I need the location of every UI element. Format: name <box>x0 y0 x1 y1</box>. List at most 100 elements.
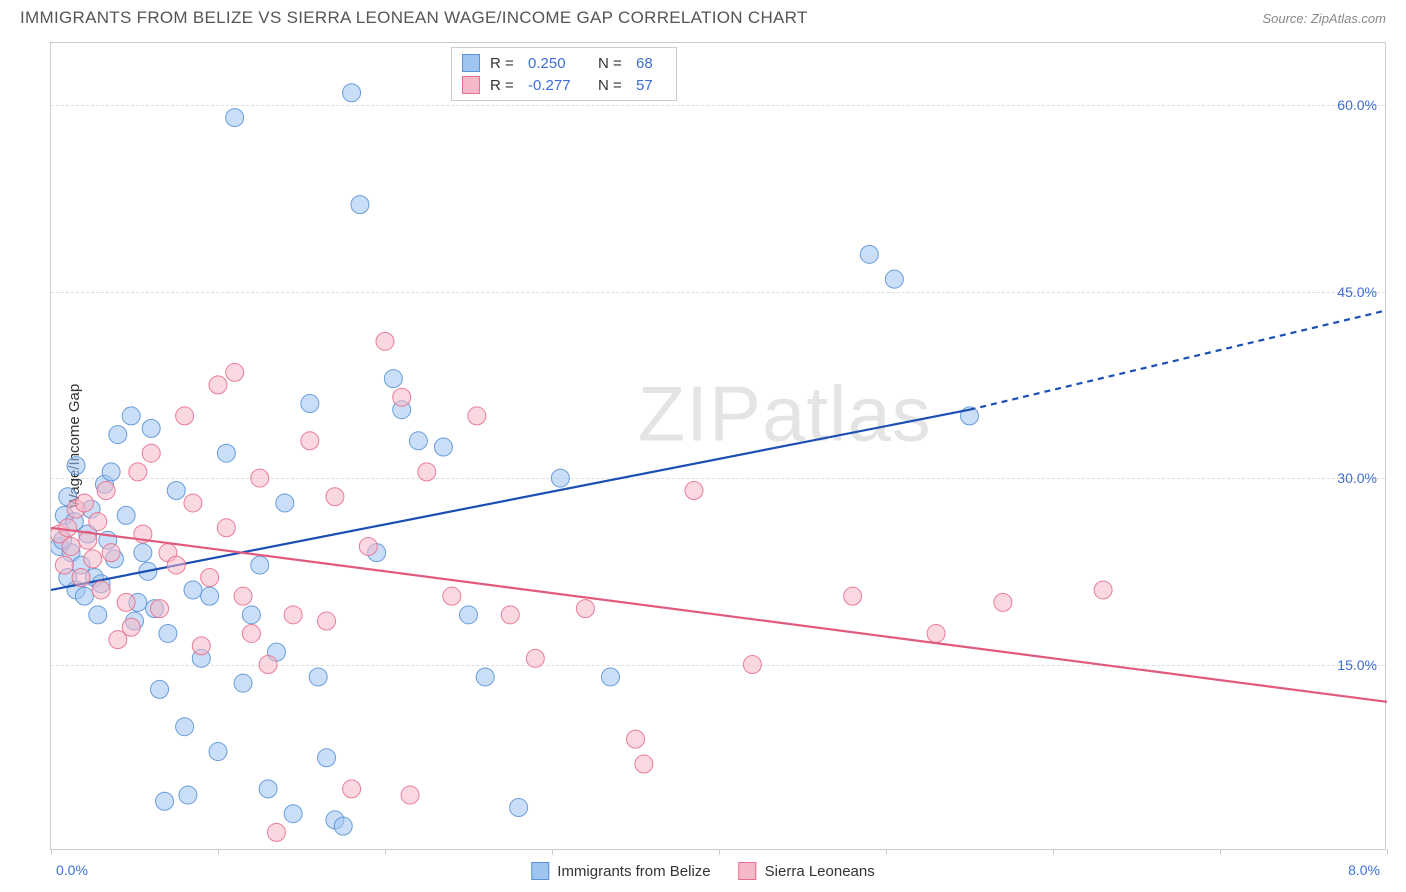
data-point <box>226 363 244 381</box>
data-point <box>117 506 135 524</box>
data-point <box>142 444 160 462</box>
data-point <box>151 680 169 698</box>
r-label: R = <box>490 77 518 94</box>
data-point <box>122 407 140 425</box>
r-value: 0.250 <box>528 55 588 72</box>
data-point <box>384 370 402 388</box>
data-point <box>318 749 336 767</box>
data-point <box>443 587 461 605</box>
legend-swatch <box>462 54 480 72</box>
data-point <box>526 649 544 667</box>
data-point <box>84 550 102 568</box>
r-label: R = <box>490 55 518 72</box>
data-point <box>209 376 227 394</box>
header: IMMIGRANTS FROM BELIZE VS SIERRA LEONEAN… <box>0 0 1406 32</box>
legend-label: Sierra Leoneans <box>765 863 875 880</box>
data-point <box>67 457 85 475</box>
data-point <box>242 624 260 642</box>
source-prefix: Source: <box>1262 11 1310 26</box>
data-point <box>167 556 185 574</box>
data-point <box>376 332 394 350</box>
data-point <box>122 618 140 636</box>
n-value: 68 <box>636 55 666 72</box>
data-point <box>234 587 252 605</box>
legend-item: Sierra Leoneans <box>739 862 875 880</box>
data-point <box>418 463 436 481</box>
data-point <box>551 469 569 487</box>
data-point <box>885 270 903 288</box>
data-point <box>276 494 294 512</box>
data-point <box>434 438 452 456</box>
data-point <box>743 656 761 674</box>
data-point <box>460 606 478 624</box>
data-point <box>75 587 93 605</box>
data-point <box>343 84 361 102</box>
trend-line-extrapolated <box>970 310 1388 409</box>
legend-label: Immigrants from Belize <box>557 863 710 880</box>
data-point <box>1094 581 1112 599</box>
data-point <box>359 537 377 555</box>
data-point <box>409 432 427 450</box>
x-tick-label-max: 8.0% <box>1348 862 1380 878</box>
data-point <box>685 482 703 500</box>
data-point <box>89 606 107 624</box>
data-point <box>159 624 177 642</box>
data-point <box>309 668 327 686</box>
data-point <box>201 569 219 587</box>
stats-row: R =-0.277N =57 <box>462 74 666 96</box>
data-point <box>284 805 302 823</box>
data-point <box>55 556 73 574</box>
data-point <box>226 109 244 127</box>
data-point <box>234 674 252 692</box>
data-point <box>301 432 319 450</box>
data-point <box>301 394 319 412</box>
source-name: ZipAtlas.com <box>1311 11 1386 26</box>
data-point <box>102 463 120 481</box>
plot-surface: ZIPatlas 15.0%30.0%45.0%60.0% <box>51 43 1385 849</box>
data-point <box>134 544 152 562</box>
data-point <box>284 606 302 624</box>
data-point <box>217 444 235 462</box>
data-point <box>576 600 594 618</box>
legend-item: Immigrants from Belize <box>531 862 710 880</box>
data-point <box>401 786 419 804</box>
data-point <box>151 600 169 618</box>
data-point <box>184 494 202 512</box>
data-point <box>510 798 528 816</box>
data-point <box>501 606 519 624</box>
data-point <box>259 780 277 798</box>
stats-legend-box: R =0.250N =68R =-0.277N =57 <box>451 47 677 101</box>
data-point <box>75 494 93 512</box>
data-point <box>97 482 115 500</box>
data-point <box>844 587 862 605</box>
n-label: N = <box>598 77 626 94</box>
stats-row: R =0.250N =68 <box>462 52 666 74</box>
legend-swatch <box>462 76 480 94</box>
data-point <box>192 637 210 655</box>
data-point <box>129 463 147 481</box>
data-point <box>62 537 80 555</box>
data-point <box>59 519 77 537</box>
data-point <box>89 513 107 531</box>
source-label: Source: ZipAtlas.com <box>1262 11 1386 26</box>
data-point <box>156 792 174 810</box>
data-point <box>109 426 127 444</box>
data-point <box>351 196 369 214</box>
legend-swatch <box>739 862 757 880</box>
data-point <box>635 755 653 773</box>
legend-swatch <box>531 862 549 880</box>
legend-bottom: Immigrants from Belize Sierra Leoneans <box>531 862 874 880</box>
data-point <box>393 388 411 406</box>
r-value: -0.277 <box>528 77 588 94</box>
data-point <box>209 743 227 761</box>
data-point <box>92 581 110 599</box>
data-point <box>201 587 219 605</box>
data-point <box>217 519 235 537</box>
data-point <box>242 606 260 624</box>
data-point <box>167 482 185 500</box>
data-point <box>627 730 645 748</box>
chart-area: ZIPatlas 15.0%30.0%45.0%60.0% R = 0.250 N … <box>50 42 1386 850</box>
data-point <box>179 786 197 804</box>
data-point <box>251 556 269 574</box>
data-point <box>326 488 344 506</box>
